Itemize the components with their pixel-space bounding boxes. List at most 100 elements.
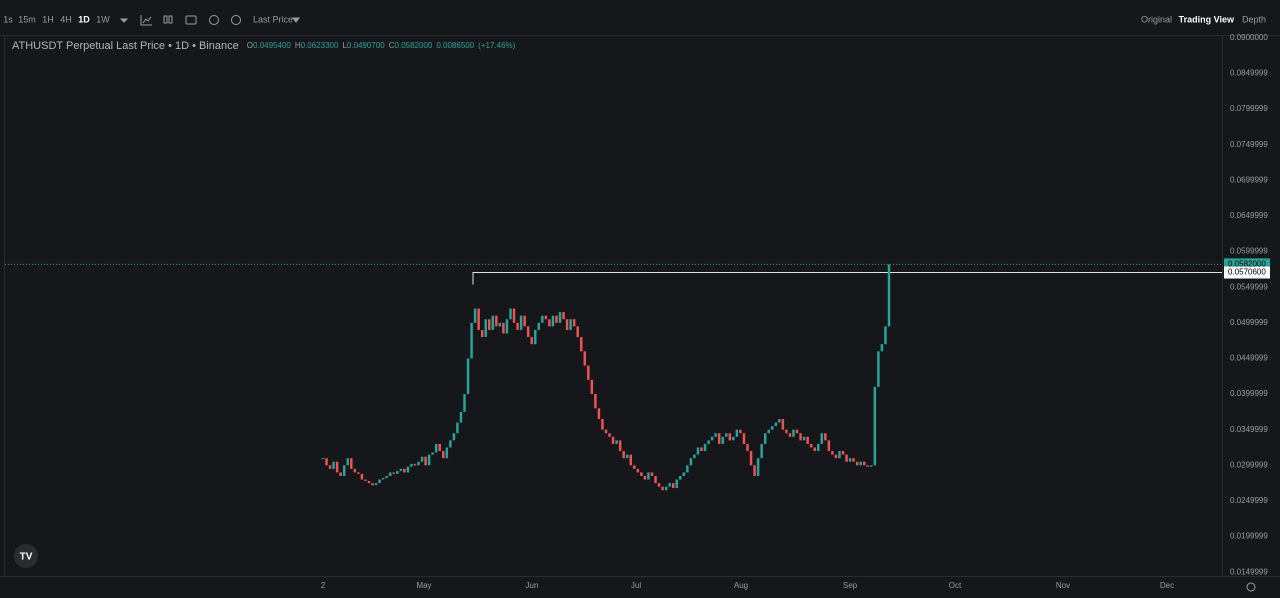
candle (682, 472, 686, 476)
candle (534, 329, 537, 345)
y-tick-label: 0.0299999 (1230, 460, 1268, 469)
candle (817, 443, 820, 452)
y-tick-label: 0.0900000 (1230, 33, 1268, 42)
x-tick-label: Aug (734, 581, 748, 590)
candle (346, 458, 350, 466)
interval-button[interactable]: 4H (60, 14, 72, 24)
interval-button[interactable]: 15m (18, 14, 36, 24)
y-tick-label: 0.0449999 (1230, 354, 1268, 363)
candle (601, 418, 604, 430)
candle (661, 486, 664, 491)
layout-icon[interactable] (163, 15, 168, 24)
candle (335, 461, 339, 473)
add-icon[interactable] (209, 15, 219, 25)
view-tab[interactable]: Original (1141, 14, 1172, 24)
x-tick-label: 2 (321, 581, 326, 590)
candle (530, 337, 533, 345)
candle (399, 468, 403, 471)
candle (452, 433, 456, 441)
view-tab[interactable]: Depth (1242, 14, 1266, 24)
y-tick-label: 0.0499999 (1230, 318, 1268, 327)
ohlc-value: 0.0623300 (301, 41, 339, 50)
price-type-select[interactable]: Last Price (253, 14, 293, 24)
candle (820, 433, 824, 444)
candle (342, 465, 346, 476)
candle (671, 483, 675, 489)
candle (541, 315, 544, 323)
candle (813, 447, 816, 452)
candle (852, 458, 855, 462)
y-tick-label: 0.0649999 (1230, 211, 1268, 220)
settings-icon[interactable] (231, 15, 241, 25)
candle (403, 468, 406, 473)
candle (562, 312, 565, 320)
settings-button[interactable] (1246, 582, 1256, 592)
candle (728, 433, 732, 441)
interval-button[interactable]: 1s (3, 14, 13, 24)
indicator-icon[interactable] (140, 15, 152, 26)
x-tick-label: Jun (526, 581, 539, 590)
candle (505, 319, 509, 334)
candle (700, 447, 703, 452)
candle (325, 458, 328, 466)
interval-button[interactable]: 1H (42, 14, 54, 24)
camera-icon[interactable] (185, 15, 197, 25)
candle (707, 440, 710, 444)
candle (332, 461, 335, 469)
ohlc-value: 0.0495400 (253, 41, 291, 50)
candle (519, 315, 523, 330)
candle (763, 433, 767, 444)
interval-button[interactable]: 1D (78, 14, 90, 24)
candle (746, 443, 749, 452)
candle (664, 486, 668, 491)
candle (420, 456, 424, 462)
candle (717, 433, 721, 444)
y-tick-label: 0.0599999 (1230, 247, 1268, 256)
candle (799, 433, 802, 441)
candle (417, 461, 420, 466)
candle (350, 458, 353, 469)
x-tick-label: May (416, 581, 431, 590)
candle (512, 308, 516, 323)
candle (424, 456, 427, 466)
layout-icon[interactable] (168, 15, 173, 24)
candle (618, 440, 622, 452)
candle (760, 443, 763, 459)
high-line (472, 272, 1222, 285)
candle (622, 451, 625, 459)
candle (781, 418, 785, 430)
candle (848, 458, 852, 462)
candle (703, 443, 707, 452)
candle (862, 461, 866, 466)
candle (569, 319, 572, 330)
toolbar-icons (119, 15, 300, 26)
candle (877, 351, 880, 387)
view-tab[interactable]: Trading View (1179, 14, 1235, 24)
candle (509, 308, 512, 320)
candle (809, 443, 813, 448)
candle (771, 426, 774, 430)
candle (749, 451, 753, 466)
candle (498, 322, 502, 327)
candle (385, 475, 388, 479)
interval-button[interactable]: 1W (96, 14, 110, 24)
candle (887, 264, 891, 327)
candle (378, 479, 381, 484)
candle (576, 326, 579, 338)
candle (859, 461, 862, 466)
candle (321, 458, 325, 460)
candle (742, 433, 746, 444)
candle (686, 465, 689, 473)
candle (831, 451, 834, 455)
candle (615, 440, 618, 444)
candle (431, 452, 434, 455)
x-tick-label: Nov (1056, 581, 1070, 590)
candle (608, 433, 611, 437)
candle (484, 319, 487, 338)
y-tick-label: 0.0149999 (1230, 567, 1268, 576)
candle (360, 473, 364, 480)
candle (647, 472, 650, 480)
candle (721, 436, 724, 444)
candle (456, 422, 459, 434)
dropdown-arrow[interactable] (119, 17, 300, 23)
